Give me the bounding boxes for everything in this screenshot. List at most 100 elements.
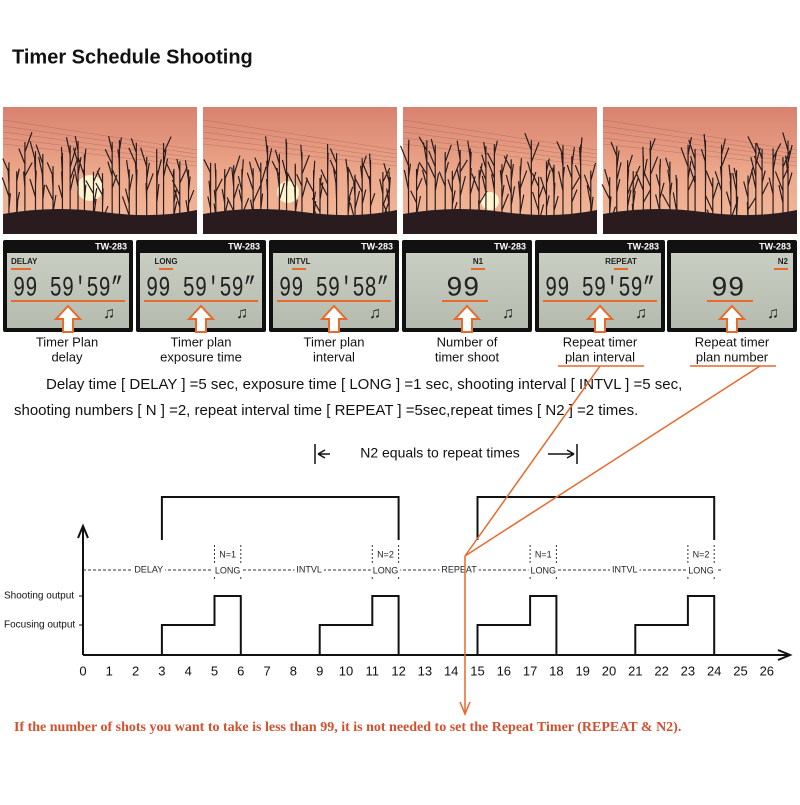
x-tick-label: 9 (316, 663, 323, 678)
sun (277, 181, 299, 203)
pointer-line (464, 365, 761, 557)
power-line (602, 131, 798, 159)
output-wave (476, 595, 558, 655)
power-line (402, 137, 598, 163)
x-tick-label: 13 (418, 663, 432, 678)
lcd-label: INTVL (287, 257, 310, 266)
lcd-caption: Timer plan (304, 334, 365, 349)
lcd-reading: 99 (711, 273, 745, 304)
x-tick-label: 12 (391, 663, 405, 678)
lcd-caption: plan interval (565, 349, 635, 364)
x-tick-label: 21 (628, 663, 642, 678)
lcd-caption: delay (51, 349, 83, 364)
x-tick-label: 25 (733, 663, 747, 678)
lcd-caption: interval (313, 349, 355, 364)
photo (400, 107, 598, 234)
label-bg (686, 565, 716, 577)
phase-label: N=1 (535, 549, 552, 559)
lcd-label: N1 (473, 257, 484, 266)
trees (601, 132, 793, 234)
phase-label: LONG (530, 565, 556, 575)
x-tick-label: 4 (185, 663, 192, 678)
pointer-arrow (452, 304, 482, 333)
label-bg (439, 564, 479, 576)
lcd-model: TW-283 (95, 241, 127, 251)
label-bg (610, 564, 640, 576)
lcd-model: TW-283 (228, 241, 260, 251)
output-wave (634, 595, 716, 655)
pointer-arrow (717, 304, 747, 333)
lcd-reading: 99 59'59” (146, 273, 256, 304)
label-bg (132, 564, 166, 576)
y-label: Focusing output (4, 620, 75, 631)
phase-label: N=2 (693, 549, 710, 559)
y-axis (77, 523, 89, 655)
lcd-model: TW-283 (494, 241, 526, 251)
phase-label: INTVL (296, 564, 322, 574)
pointer-arrow (585, 304, 615, 333)
power-line (402, 125, 598, 155)
x-tick-label: 19 (575, 663, 589, 678)
photo (1, 107, 198, 234)
x-tick-label: 10 (339, 663, 353, 678)
description-line: Delay time [ DELAY ] =5 sec, exposure ti… (46, 376, 682, 393)
phase-label: N=2 (377, 549, 394, 559)
x-tick-label: 1 (106, 663, 113, 678)
phase-label: LONG (373, 565, 399, 575)
footer-note: If the number of shots you want to take … (14, 720, 681, 735)
trees (203, 136, 391, 234)
y-label: Shooting output (4, 591, 74, 602)
treeline (603, 208, 797, 234)
power-line (202, 131, 398, 159)
x-tick-label: 5 (211, 663, 218, 678)
bracket-label: N2 equals to repeat times (360, 445, 520, 461)
x-tick-label: 17 (523, 663, 537, 678)
power-line (602, 119, 798, 151)
x-tick-label: 22 (654, 663, 668, 678)
lcd-reading: 99 59'59” (13, 273, 123, 304)
x-tick-label: 6 (237, 663, 244, 678)
pointer-arrow (186, 304, 216, 333)
lcd-model: TW-283 (759, 241, 791, 251)
x-tick-label: 18 (549, 663, 563, 678)
trees (400, 132, 597, 234)
lcd-caption: exposure time (160, 349, 242, 364)
lcd-label: LONG (154, 257, 177, 266)
label-bg (294, 564, 324, 576)
x-tick-label: 7 (263, 663, 270, 678)
trees (1, 132, 195, 234)
lcd-model: TW-283 (627, 241, 659, 251)
x-tick-label: 2 (132, 663, 139, 678)
lcd-caption: timer shoot (435, 349, 500, 364)
description-line: shooting numbers [ N ] =2, repeat interv… (14, 402, 638, 419)
pointer-arrow (319, 304, 349, 333)
lcd-caption: plan number (696, 349, 769, 364)
x-tick-label: 8 (290, 663, 297, 678)
lcd-reading: 99 59'58” (279, 273, 389, 304)
phase-label: LONG (215, 565, 241, 575)
label-bg (370, 565, 401, 577)
power-line (2, 119, 198, 151)
label-bg (528, 565, 559, 577)
x-tick-label: 24 (707, 663, 721, 678)
photo (601, 107, 798, 234)
x-tick-label: 0 (79, 663, 86, 678)
lcd-model: TW-283 (361, 241, 393, 251)
bracket-arrow (548, 449, 575, 459)
phase-label: LONG (688, 565, 714, 575)
power-line (402, 131, 598, 159)
x-tick-label: 20 (602, 663, 616, 678)
phase-label: INTVL (612, 564, 638, 574)
lcd-label: N2 (778, 257, 789, 266)
power-line (202, 137, 398, 163)
music-note: ♫ (502, 305, 514, 322)
power-line (202, 119, 398, 151)
pointer-arrow (53, 304, 83, 333)
treeline (3, 208, 197, 234)
x-tick-label: 16 (497, 663, 511, 678)
lcd-reading: 99 59'59” (545, 273, 655, 304)
x-tick-label: 23 (681, 663, 695, 678)
power-line (202, 125, 398, 155)
